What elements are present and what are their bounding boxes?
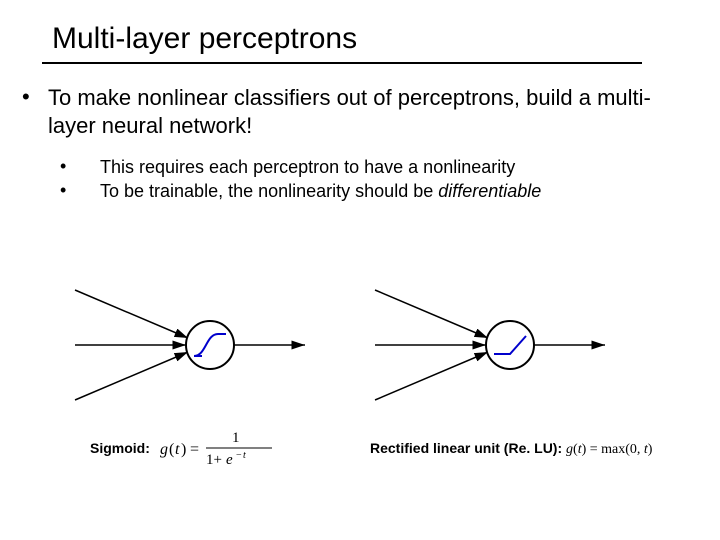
sigmoid-formula: g ( t ) = 1 1+ e − t: [160, 426, 290, 477]
bullet-l2a-text: This requires each perceptron to have a …: [100, 156, 680, 179]
svg-text:t: t: [243, 450, 246, 461]
diagram-area: [0, 270, 720, 430]
bullet-l2b-text: To be trainable, the nonlinearity should…: [100, 180, 680, 203]
bullet-dot-l1: •: [22, 84, 30, 110]
bullet-dot-l2a: •: [60, 156, 66, 177]
sigmoid-caption: Sigmoid:: [90, 440, 150, 456]
perceptron-node: [186, 321, 234, 369]
input-arrow: [375, 352, 488, 400]
svg-text:): ): [181, 441, 186, 458]
relu-formula: g(t) = max(0, t): [566, 442, 652, 457]
svg-text:1+: 1+: [206, 452, 222, 468]
svg-text:(: (: [169, 441, 174, 458]
bullet-l1-text: To make nonlinear classifiers out of per…: [48, 84, 668, 139]
svg-text:t: t: [175, 441, 180, 458]
svg-text:g: g: [160, 441, 168, 458]
slide-title: Multi-layer perceptrons: [52, 22, 357, 56]
svg-text:−: −: [236, 450, 242, 461]
svg-text:1: 1: [232, 430, 240, 446]
relu-label: Rectified linear unit (Re. LU):: [370, 440, 566, 456]
input-arrow: [75, 290, 188, 338]
bullet-l2b-prefix: To be trainable, the nonlinearity should…: [100, 181, 438, 201]
perceptron-node: [486, 321, 534, 369]
relu-caption: Rectified linear unit (Re. LU): g(t) = m…: [370, 440, 652, 458]
sigmoid-label: Sigmoid:: [90, 440, 150, 456]
title-underline: [42, 62, 642, 64]
svg-text:e: e: [226, 452, 233, 468]
bullet-l2b-em: differentiable: [438, 181, 541, 201]
svg-text:=: =: [190, 441, 199, 458]
input-arrow: [375, 290, 488, 338]
perceptron-relu: [370, 270, 630, 420]
input-arrow: [75, 352, 188, 400]
perceptron-sigmoid: [70, 270, 330, 420]
bullet-dot-l2b: •: [60, 180, 66, 201]
